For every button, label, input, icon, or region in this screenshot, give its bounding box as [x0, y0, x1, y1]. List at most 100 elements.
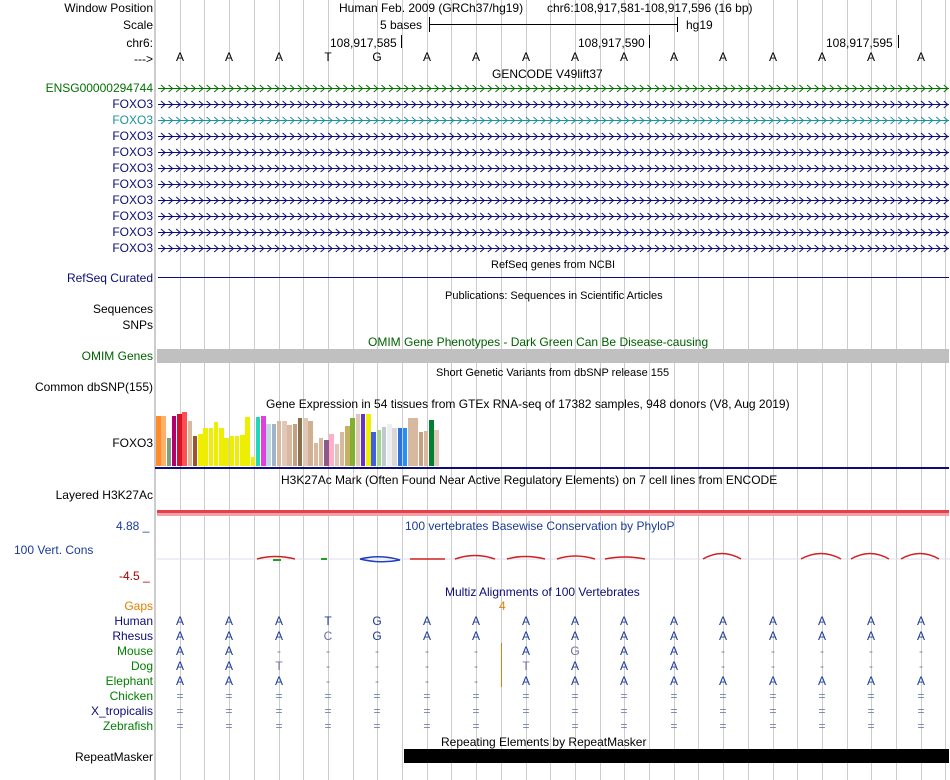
multiz-track-title[interactable]: Multiz Alignments of 100 Vertebrates: [445, 585, 640, 599]
gtex-tissue-bar[interactable]: [345, 426, 350, 466]
repeat-element[interactable]: [404, 749, 949, 763]
gtex-tissue-bar[interactable]: [366, 414, 371, 466]
gtex-tissue-bar[interactable]: [177, 414, 182, 466]
multiz-species-label[interactable]: Rhesus: [112, 629, 153, 643]
gencode-transcript-line[interactable]: [158, 232, 949, 233]
repeatmasker-label[interactable]: RepeatMasker: [74, 750, 153, 764]
gtex-tissue-bar[interactable]: [198, 434, 203, 466]
gencode-transcript-line[interactable]: [158, 88, 949, 89]
gtex-tissue-bar[interactable]: [166, 438, 171, 466]
gtex-tissue-bar[interactable]: [371, 432, 376, 466]
gtex-tissue-bar[interactable]: [229, 436, 234, 466]
publications-track-title[interactable]: Publications: Sequences in Scientific Ar…: [445, 290, 663, 302]
gencode-transcript-line[interactable]: [158, 152, 949, 153]
phylop-track-title[interactable]: 100 vertebrates Basewise Conservation by…: [405, 519, 675, 533]
gtex-tissue-bar[interactable]: [329, 434, 334, 466]
multiz-species-label[interactable]: Human: [114, 614, 153, 628]
gtex-tissue-bar[interactable]: [287, 425, 292, 466]
gtex-tissue-bar[interactable]: [203, 428, 208, 466]
gtex-track-title[interactable]: Gene Expression in 54 tissues from GTEx …: [266, 397, 790, 411]
gencode-track-label[interactable]: FOXO3: [112, 97, 153, 111]
omim-label[interactable]: OMIM Genes: [81, 349, 153, 363]
gtex-tissue-bar[interactable]: [161, 416, 166, 466]
publications-sequences-label[interactable]: Sequences: [92, 302, 153, 316]
gtex-tissue-bar[interactable]: [276, 421, 282, 466]
gencode-transcript-line[interactable]: [158, 248, 949, 249]
gtex-tissue-bar[interactable]: [413, 418, 418, 466]
refseq-track-title[interactable]: RefSeq genes from NCBI: [491, 259, 616, 271]
gencode-transcript-line[interactable]: [158, 136, 949, 137]
gencode-track-label[interactable]: ENSG00000294744: [45, 81, 153, 95]
gencode-track-label[interactable]: FOXO3: [112, 113, 153, 127]
multiz-species-label[interactable]: Chicken: [109, 689, 153, 703]
gtex-tissue-bar[interactable]: [255, 417, 261, 466]
gtex-tissue-bar[interactable]: [156, 416, 161, 466]
gencode-track-label[interactable]: FOXO3: [112, 209, 153, 223]
gtex-tissue-bar[interactable]: [224, 438, 229, 466]
gencode-track-label[interactable]: FOXO3: [112, 193, 153, 207]
gtex-tissue-bar[interactable]: [303, 418, 308, 466]
gencode-transcript-line[interactable]: [158, 120, 949, 121]
publications-snps-label[interactable]: SNPs: [122, 318, 153, 332]
gtex-tissue-bar[interactable]: [376, 430, 381, 466]
refseq-gene-line[interactable]: [158, 277, 949, 278]
gencode-track-label[interactable]: FOXO3: [112, 177, 153, 191]
gtex-tissue-bar[interactable]: [261, 416, 266, 466]
gtex-tissue-bar[interactable]: [318, 438, 324, 466]
gtex-tissue-bar[interactable]: [182, 412, 187, 466]
gtex-tissue-bar[interactable]: [313, 443, 318, 466]
h3k27ac-track-title[interactable]: H3K27Ac Mark (Often Found Near Active Re…: [281, 473, 778, 487]
gtex-tissue-bar[interactable]: [308, 421, 313, 466]
gencode-transcript-line[interactable]: [158, 168, 949, 169]
gtex-tissue-bar[interactable]: [360, 414, 366, 466]
gtex-label[interactable]: FOXO3: [112, 436, 153, 450]
gtex-tissue-bar[interactable]: [266, 424, 271, 466]
gtex-tissue-bar[interactable]: [187, 421, 192, 466]
multiz-species-label[interactable]: Mouse: [116, 644, 153, 658]
dbsnp-label[interactable]: Common dbSNP(155): [34, 380, 153, 394]
gencode-track-label[interactable]: FOXO3: [112, 145, 153, 159]
phylop-wiggle[interactable]: [155, 540, 950, 570]
gtex-tissue-bar[interactable]: [234, 436, 240, 466]
gtex-tissue-bar[interactable]: [282, 421, 287, 466]
gtex-tissue-bar[interactable]: [355, 414, 360, 466]
gtex-tissue-bar[interactable]: [208, 428, 213, 466]
multiz-species-label[interactable]: X_tropicalis: [90, 704, 153, 718]
gencode-track-label[interactable]: FOXO3: [112, 241, 153, 255]
gencode-track-label[interactable]: FOXO3: [112, 161, 153, 175]
position-readout[interactable]: chr6:108,917,581-108,917,596 (16 bp): [547, 1, 753, 15]
omim-feature-bar[interactable]: [157, 349, 949, 363]
dbsnp-track-title[interactable]: Short Genetic Variants from dbSNP releas…: [436, 367, 670, 379]
gtex-tissue-bar[interactable]: [429, 420, 434, 466]
refseq-label[interactable]: RefSeq Curated: [66, 271, 153, 285]
gtex-tissue-bar[interactable]: [392, 428, 397, 466]
gtex-tissue-bar[interactable]: [192, 436, 198, 466]
h3k27ac-label[interactable]: Layered H3K27Ac: [55, 488, 153, 502]
gtex-tissue-bar[interactable]: [271, 424, 276, 466]
gtex-tissue-bar[interactable]: [397, 428, 402, 466]
omim-track-title[interactable]: OMIM Gene Phenotypes - Dark Green Can Be…: [368, 335, 709, 349]
gtex-tissue-bar[interactable]: [339, 432, 345, 466]
gtex-tissue-bar[interactable]: [387, 424, 392, 466]
gtex-tissue-bar[interactable]: [381, 427, 387, 466]
gencode-track-label[interactable]: FOXO3: [112, 225, 153, 239]
gencode-transcript-line[interactable]: [158, 184, 949, 185]
gtex-tissue-bar[interactable]: [219, 428, 224, 466]
gtex-tissue-bar[interactable]: [250, 457, 255, 466]
gencode-track-label[interactable]: FOXO3: [112, 129, 153, 143]
gtex-tissue-bar[interactable]: [292, 424, 297, 466]
gtex-tissue-bar[interactable]: [297, 418, 303, 466]
gtex-tissue-bar[interactable]: [350, 418, 355, 466]
repeatmasker-track-title[interactable]: Repeating Elements by RepeatMasker: [441, 735, 647, 749]
gtex-tissue-bar[interactable]: [408, 418, 413, 466]
gencode-transcript-line[interactable]: [158, 200, 949, 201]
multiz-species-label[interactable]: Elephant: [105, 674, 153, 688]
multiz-species-label[interactable]: Dog: [130, 659, 153, 673]
gtex-tissue-bar[interactable]: [418, 432, 423, 466]
gtex-tissue-bar[interactable]: [245, 417, 250, 466]
h3k27ac-signal[interactable]: [157, 510, 949, 513]
gencode-track-title[interactable]: GENCODE V49lift37: [492, 67, 603, 81]
gtex-tissue-bar[interactable]: [240, 435, 245, 466]
multiz-species-label[interactable]: Zebrafish: [102, 719, 153, 733]
gencode-transcript-line[interactable]: [158, 104, 949, 105]
